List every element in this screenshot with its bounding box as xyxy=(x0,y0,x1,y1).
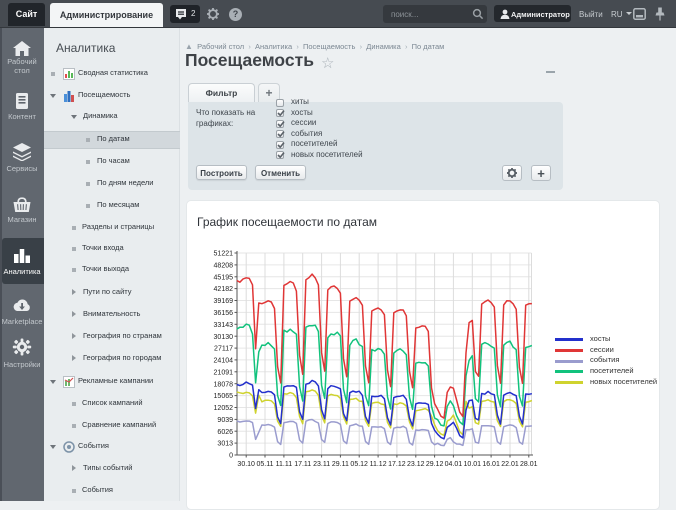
svg-text:9039: 9039 xyxy=(217,417,233,424)
svg-text:18078: 18078 xyxy=(214,381,234,388)
svg-text:0: 0 xyxy=(229,453,233,460)
svg-text:15065: 15065 xyxy=(214,393,234,400)
svg-text:23.11: 23.11 xyxy=(313,461,330,468)
svg-text:30.10: 30.10 xyxy=(237,461,255,468)
svg-text:33143: 33143 xyxy=(214,322,234,329)
svg-text:11.11: 11.11 xyxy=(276,461,293,468)
svg-text:27117: 27117 xyxy=(214,346,233,353)
svg-text:48208: 48208 xyxy=(214,263,234,270)
svg-text:29.12: 29.12 xyxy=(426,461,444,468)
svg-text:6026: 6026 xyxy=(217,429,233,436)
svg-text:05.12: 05.12 xyxy=(350,461,368,468)
svg-text:04.01: 04.01 xyxy=(445,461,463,468)
svg-text:22.01: 22.01 xyxy=(501,461,519,468)
svg-text:30130: 30130 xyxy=(214,334,234,341)
svg-text:17.12: 17.12 xyxy=(388,461,406,468)
svg-text:12052: 12052 xyxy=(214,405,234,412)
svg-text:39169: 39169 xyxy=(214,298,234,305)
svg-text:45195: 45195 xyxy=(214,274,234,281)
svg-text:17.11: 17.11 xyxy=(294,461,311,468)
svg-text:36156: 36156 xyxy=(214,310,234,317)
svg-text:42182: 42182 xyxy=(214,286,234,293)
svg-text:3013: 3013 xyxy=(217,441,233,448)
svg-text:51221: 51221 xyxy=(214,251,234,258)
svg-text:23.12: 23.12 xyxy=(407,461,425,468)
svg-text:28.01: 28.01 xyxy=(520,461,538,468)
svg-text:29.11: 29.11 xyxy=(332,461,349,468)
svg-text:10.01: 10.01 xyxy=(464,461,482,468)
svg-text:11.12: 11.12 xyxy=(370,461,387,468)
svg-text:21091: 21091 xyxy=(214,369,234,376)
svg-text:16.01: 16.01 xyxy=(482,461,500,468)
svg-text:05.11: 05.11 xyxy=(257,461,274,468)
svg-text:24104: 24104 xyxy=(214,358,234,365)
